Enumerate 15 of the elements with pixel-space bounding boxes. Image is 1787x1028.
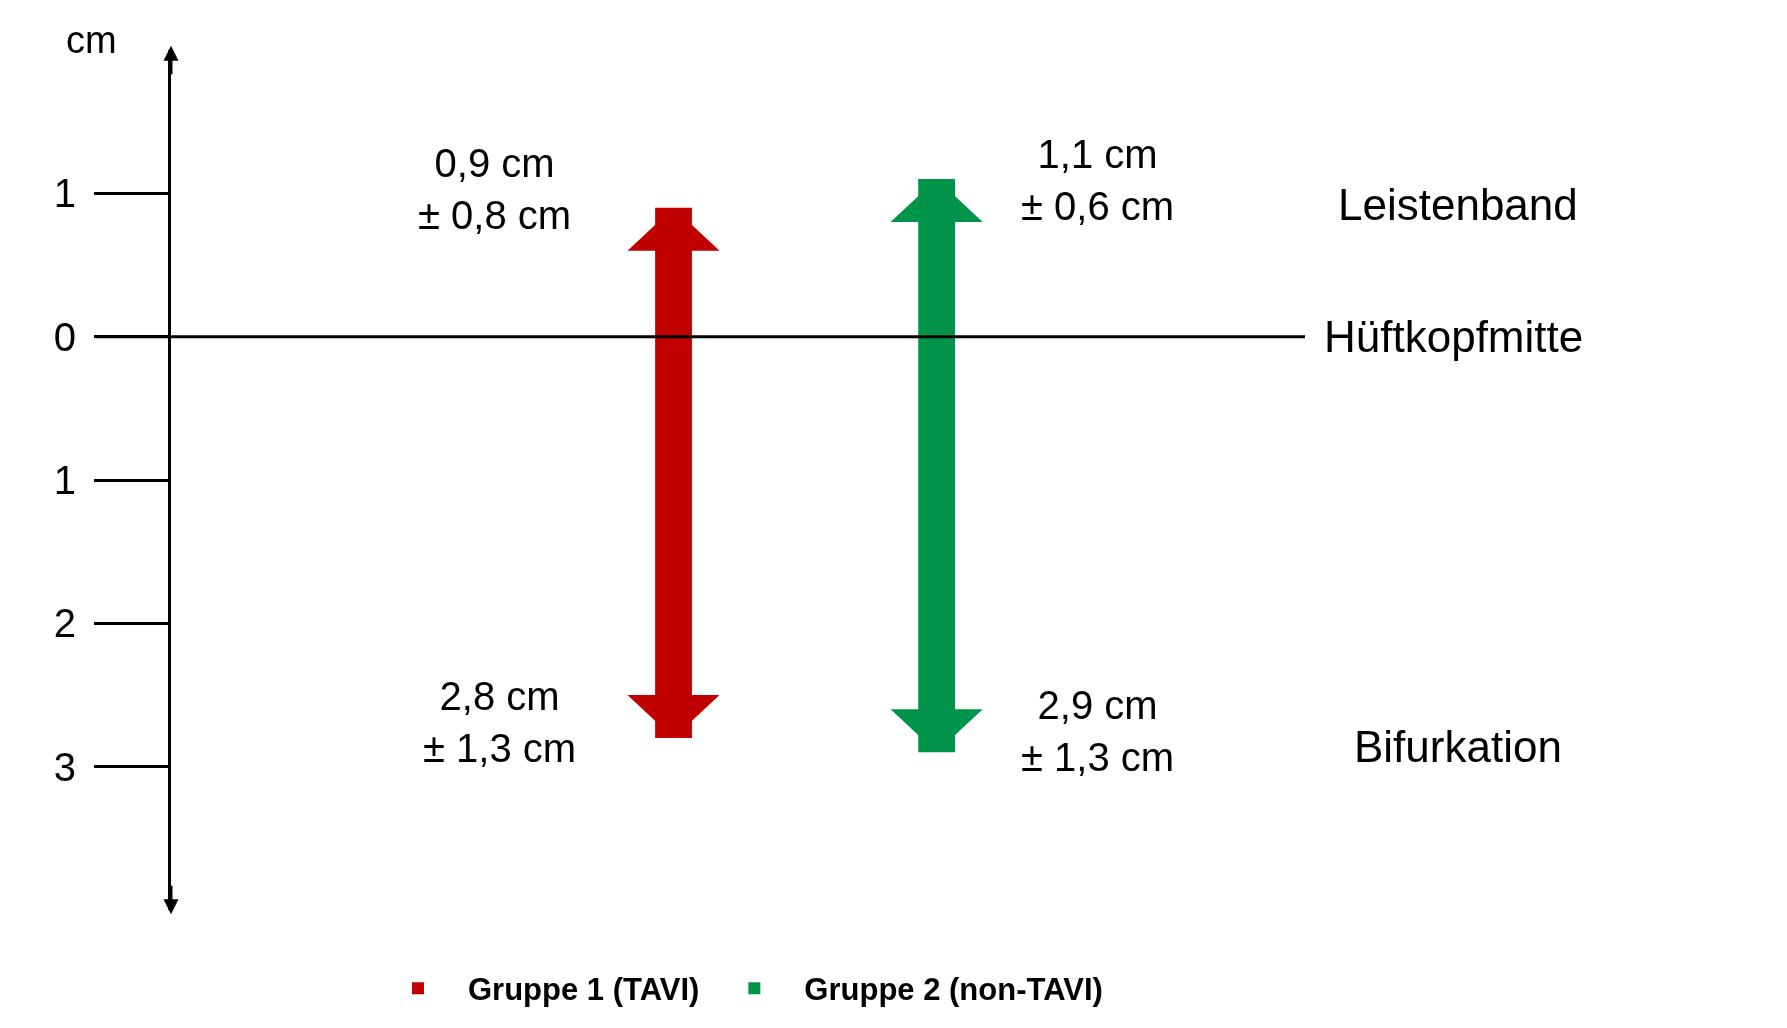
annotation: 2,8 cm ± 1,3 cm — [423, 674, 577, 770]
y-tick-label: 2 — [53, 601, 76, 646]
y-axis-title: cm — [66, 19, 117, 61]
ref-line-label: Hüftkopfmitte — [1324, 312, 1584, 361]
legend-label: Gruppe 2 (non-TAVI) — [804, 972, 1103, 1008]
annotation: 1,1 cm ± 0,6 cm — [1021, 132, 1175, 228]
y-tick-label: 3 — [53, 744, 76, 789]
text: Leistenband — [1338, 180, 1578, 229]
legend-label: Gruppe 1 (TAVI) — [468, 972, 700, 1008]
annotation: 2,9 cm ± 1,3 cm — [1021, 683, 1175, 779]
y-tick-label: 0 — [53, 314, 76, 359]
text: Bifurkation — [1354, 722, 1562, 771]
annotation: 0,9 cm ± 0,8 cm — [418, 141, 572, 237]
y-tick-label: 1 — [53, 171, 76, 216]
y-tick-label: 1 — [53, 458, 76, 502]
